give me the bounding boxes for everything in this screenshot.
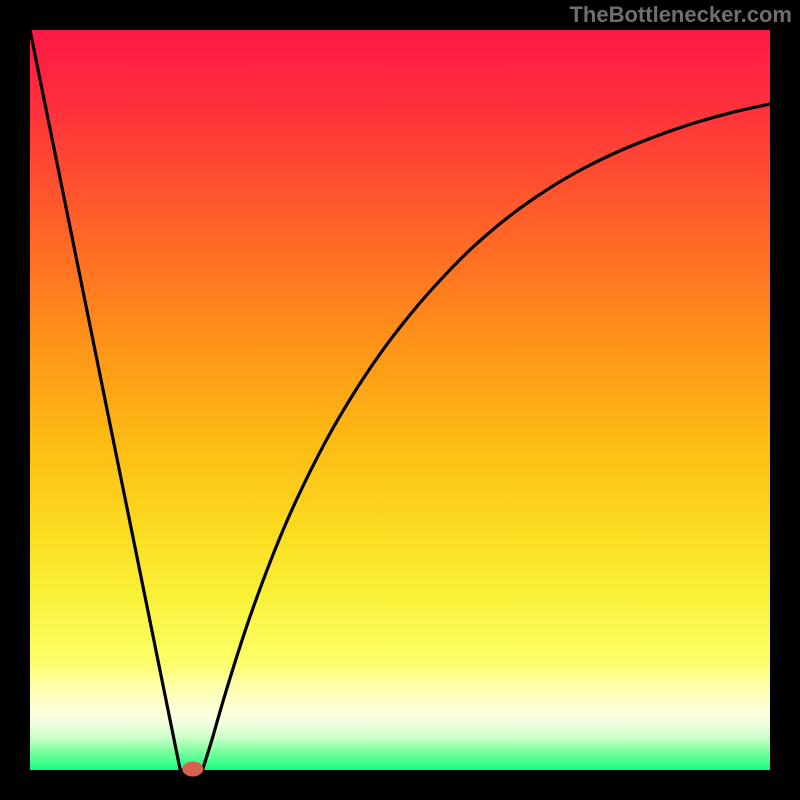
chart-container: TheBottlenecker.com — [0, 0, 800, 800]
bottleneck-chart — [0, 0, 800, 800]
chart-background-gradient — [30, 30, 770, 770]
optimal-point-marker — [183, 762, 203, 776]
